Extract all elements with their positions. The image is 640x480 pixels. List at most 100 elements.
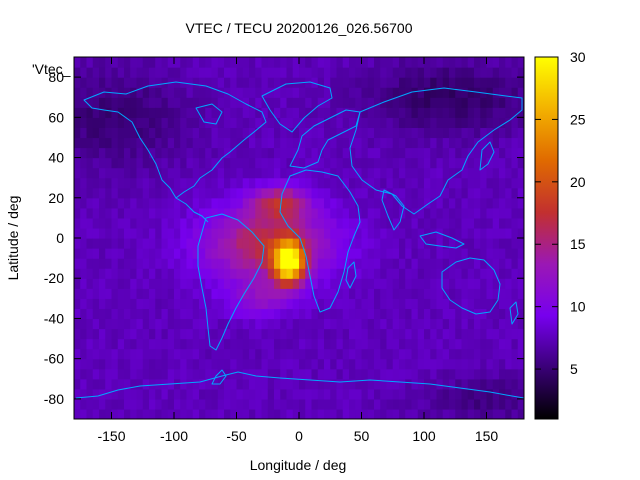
heatmap-cell [392,358,400,370]
heatmap-cell [355,298,363,309]
heatmap-cell [311,227,319,239]
heatmap-cell [124,268,131,279]
heatmap-cell [236,227,244,239]
heatmap-cell [367,147,375,159]
heatmap-cell [211,388,219,400]
heatmap-cell [467,368,475,380]
heatmap-cell [111,187,119,199]
heatmap-cell [330,137,338,149]
heatmap-cell [517,77,524,88]
heatmap-cell [517,358,524,370]
heatmap-cell [111,117,119,128]
heatmap-cell [274,278,281,289]
heatmap-cell [367,328,375,340]
heatmap-cell [199,368,206,380]
heatmap-cell [211,227,219,239]
heatmap-cell [336,268,344,279]
heatmap-cell [186,368,194,380]
heatmap-cell [142,368,150,380]
heatmap-cell [205,187,213,199]
heatmap-cell [455,197,463,209]
heatmap-cell [236,408,244,419]
heatmap-cell [211,157,219,169]
heatmap-cell [499,107,506,118]
heatmap-cell [380,147,388,159]
heatmap-cell [261,97,269,108]
heatmap-cell [499,308,506,320]
heatmap-cell [405,87,413,98]
heatmap-cell [86,97,94,108]
heatmap-cell [99,308,106,320]
heatmap-cell [111,67,119,78]
heatmap-cell [342,398,350,410]
heatmap-cell [505,318,513,330]
heatmap-cell [92,57,100,68]
heatmap-cell [286,217,294,229]
heatmap-cell [474,157,481,169]
heatmap-cell [186,238,194,249]
heatmap-cell [461,368,469,380]
heatmap-cell [86,67,94,78]
heatmap-cell [211,248,219,259]
heatmap-cell [274,408,281,419]
heatmap-cell [236,378,244,390]
japan-outline [479,141,495,171]
heatmap-cell [342,157,350,169]
heatmap-cell [80,127,88,139]
heatmap-cell [230,167,238,179]
heatmap-cell [386,147,394,159]
heatmap-cell [449,398,456,410]
heatmap-cell [217,278,225,289]
heatmap-cell [136,217,144,229]
heatmap-cell [399,278,406,289]
heatmap-cell [349,368,356,380]
heatmap-cell [336,137,344,149]
heatmap-cell [386,197,394,209]
heatmap-cell [292,157,300,169]
heatmap-cell [411,348,419,360]
heatmap-cell [292,238,300,249]
heatmap-cell [192,278,200,289]
heatmap-cell [405,278,413,289]
heatmap-cell [299,348,306,360]
heatmap-cell [374,258,381,269]
heatmap-cell [249,107,256,118]
heatmap-cell [311,288,319,299]
heatmap-cell [474,318,481,330]
heatmap-cell [411,157,419,169]
heatmap-cell [317,348,325,360]
heatmap-cell [405,388,413,400]
heatmap-cell [149,177,156,189]
heatmap-cell [161,117,169,128]
heatmap-cell [136,157,144,169]
heatmap-cell [342,238,350,249]
heatmap-cell [436,398,444,410]
heatmap-cell [305,127,313,139]
heatmap-cell [424,187,431,199]
heatmap-cell [399,67,406,78]
heatmap-cell [317,318,325,330]
heatmap-cell [317,67,325,78]
heatmap-cell [305,288,313,299]
heatmap-cell [517,217,524,229]
heatmap-cell [461,87,469,98]
heatmap-cell [267,127,275,139]
heatmap-cell [349,388,356,400]
heatmap-cell [149,378,156,390]
heatmap-cell [380,177,388,189]
heatmap-cell [192,197,200,209]
heatmap-cell [274,258,281,269]
heatmap-cell [124,278,131,289]
heatmap-cell [299,197,306,209]
heatmap-cell [299,207,306,219]
heatmap-cell [155,308,163,320]
heatmap-cell [211,358,219,370]
heatmap-cell [411,238,419,249]
heatmap-cell [217,248,225,259]
heatmap-cell [142,298,150,309]
heatmap-cell [249,227,256,239]
heatmap-cell [92,268,100,279]
heatmap-cell [205,67,213,78]
heatmap-cell [86,308,94,320]
heatmap-cell [99,97,106,108]
